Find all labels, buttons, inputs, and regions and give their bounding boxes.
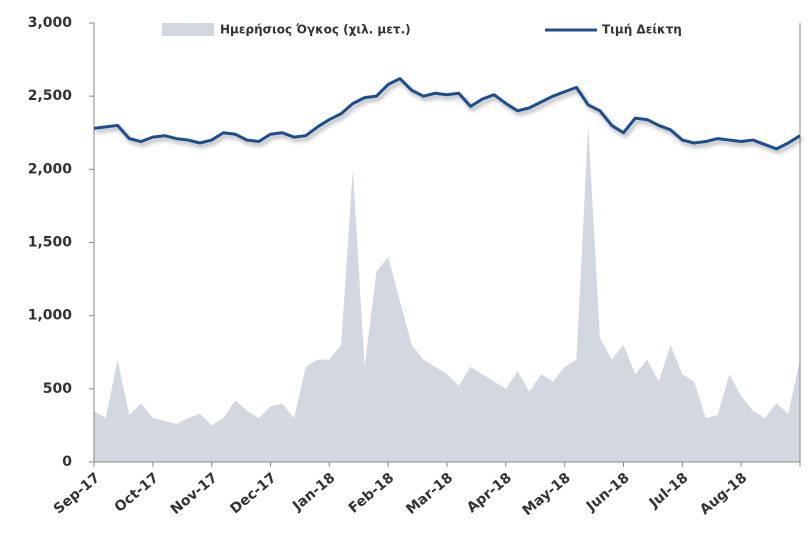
index-line (93, 77, 801, 151)
y-tick-label: 2,500 (28, 88, 73, 104)
y-tick-label: 1,500 (28, 235, 73, 251)
y-tick-label: 3,000 (28, 15, 73, 31)
legend-area-swatch (162, 23, 214, 36)
x-tick-label: Aug-18 (697, 470, 750, 518)
y-tick-label: 0 (62, 454, 72, 470)
x-tick-label: Jul-18 (646, 470, 692, 512)
x-tick-label: Jun-18 (583, 470, 633, 515)
x-tick-label: Feb-18 (346, 470, 398, 517)
x-tick-label: Mar-18 (403, 470, 456, 518)
x-tick-label: Jan-18 (289, 470, 338, 515)
legend-label: Ημερήσιος Όγκος (χιλ. μετ.) (220, 23, 411, 37)
volume-area (94, 125, 800, 462)
y-tick-label: 1,000 (28, 308, 73, 324)
x-tick-label: Sep-17 (51, 470, 103, 518)
y-tick-label: 500 (43, 381, 72, 397)
x-tick-label: May-18 (520, 470, 574, 519)
y-tick-label: 2,000 (28, 161, 73, 177)
x-tick-label: Apr-18 (464, 470, 515, 516)
x-tick-label: Oct-17 (112, 470, 162, 516)
x-tick-label: Nov-17 (168, 470, 221, 518)
x-tick-label: Dec-17 (227, 470, 279, 517)
legend-label: Τιμή Δείκτη (602, 23, 682, 37)
